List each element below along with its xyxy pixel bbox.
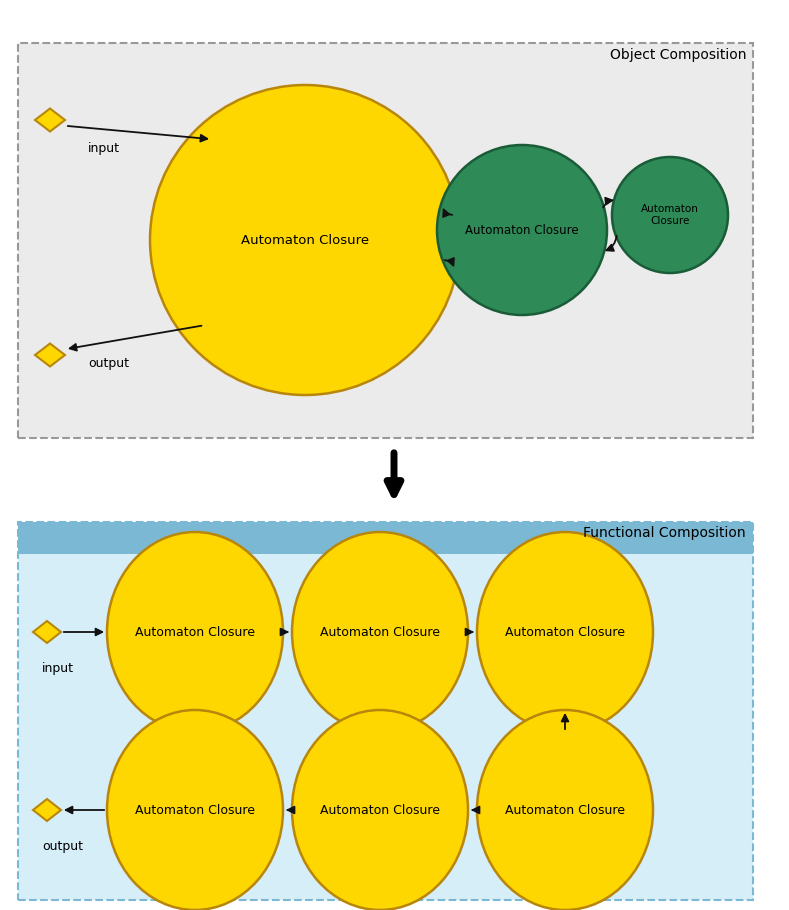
- Ellipse shape: [292, 710, 468, 910]
- Text: Automaton Closure: Automaton Closure: [320, 804, 440, 816]
- Circle shape: [150, 85, 460, 395]
- Text: output: output: [42, 840, 83, 853]
- Ellipse shape: [107, 532, 283, 732]
- Text: Automaton Closure: Automaton Closure: [135, 804, 255, 816]
- Ellipse shape: [107, 710, 283, 910]
- FancyBboxPatch shape: [18, 522, 753, 554]
- Text: input: input: [42, 662, 74, 675]
- Ellipse shape: [477, 532, 653, 732]
- Circle shape: [437, 145, 607, 315]
- Text: Automaton Closure: Automaton Closure: [505, 804, 625, 816]
- Text: Automaton Closure: Automaton Closure: [135, 625, 255, 639]
- Polygon shape: [33, 621, 61, 643]
- Text: Automaton Closure: Automaton Closure: [320, 625, 440, 639]
- Text: Automaton Closure: Automaton Closure: [241, 234, 369, 247]
- Ellipse shape: [477, 710, 653, 910]
- Polygon shape: [33, 799, 61, 821]
- Text: Object Composition: Object Composition: [609, 48, 746, 62]
- Text: Automaton Closure: Automaton Closure: [466, 224, 579, 237]
- FancyBboxPatch shape: [18, 43, 753, 438]
- Ellipse shape: [292, 532, 468, 732]
- Text: input: input: [88, 142, 120, 155]
- Text: Automaton Closure: Automaton Closure: [505, 625, 625, 639]
- Text: output: output: [88, 357, 129, 370]
- Polygon shape: [35, 343, 65, 367]
- Polygon shape: [35, 108, 65, 132]
- Text: Functional Composition: Functional Composition: [583, 526, 746, 540]
- Text: Automaton
Closure: Automaton Closure: [641, 204, 699, 226]
- FancyBboxPatch shape: [18, 522, 753, 900]
- Circle shape: [612, 157, 728, 273]
